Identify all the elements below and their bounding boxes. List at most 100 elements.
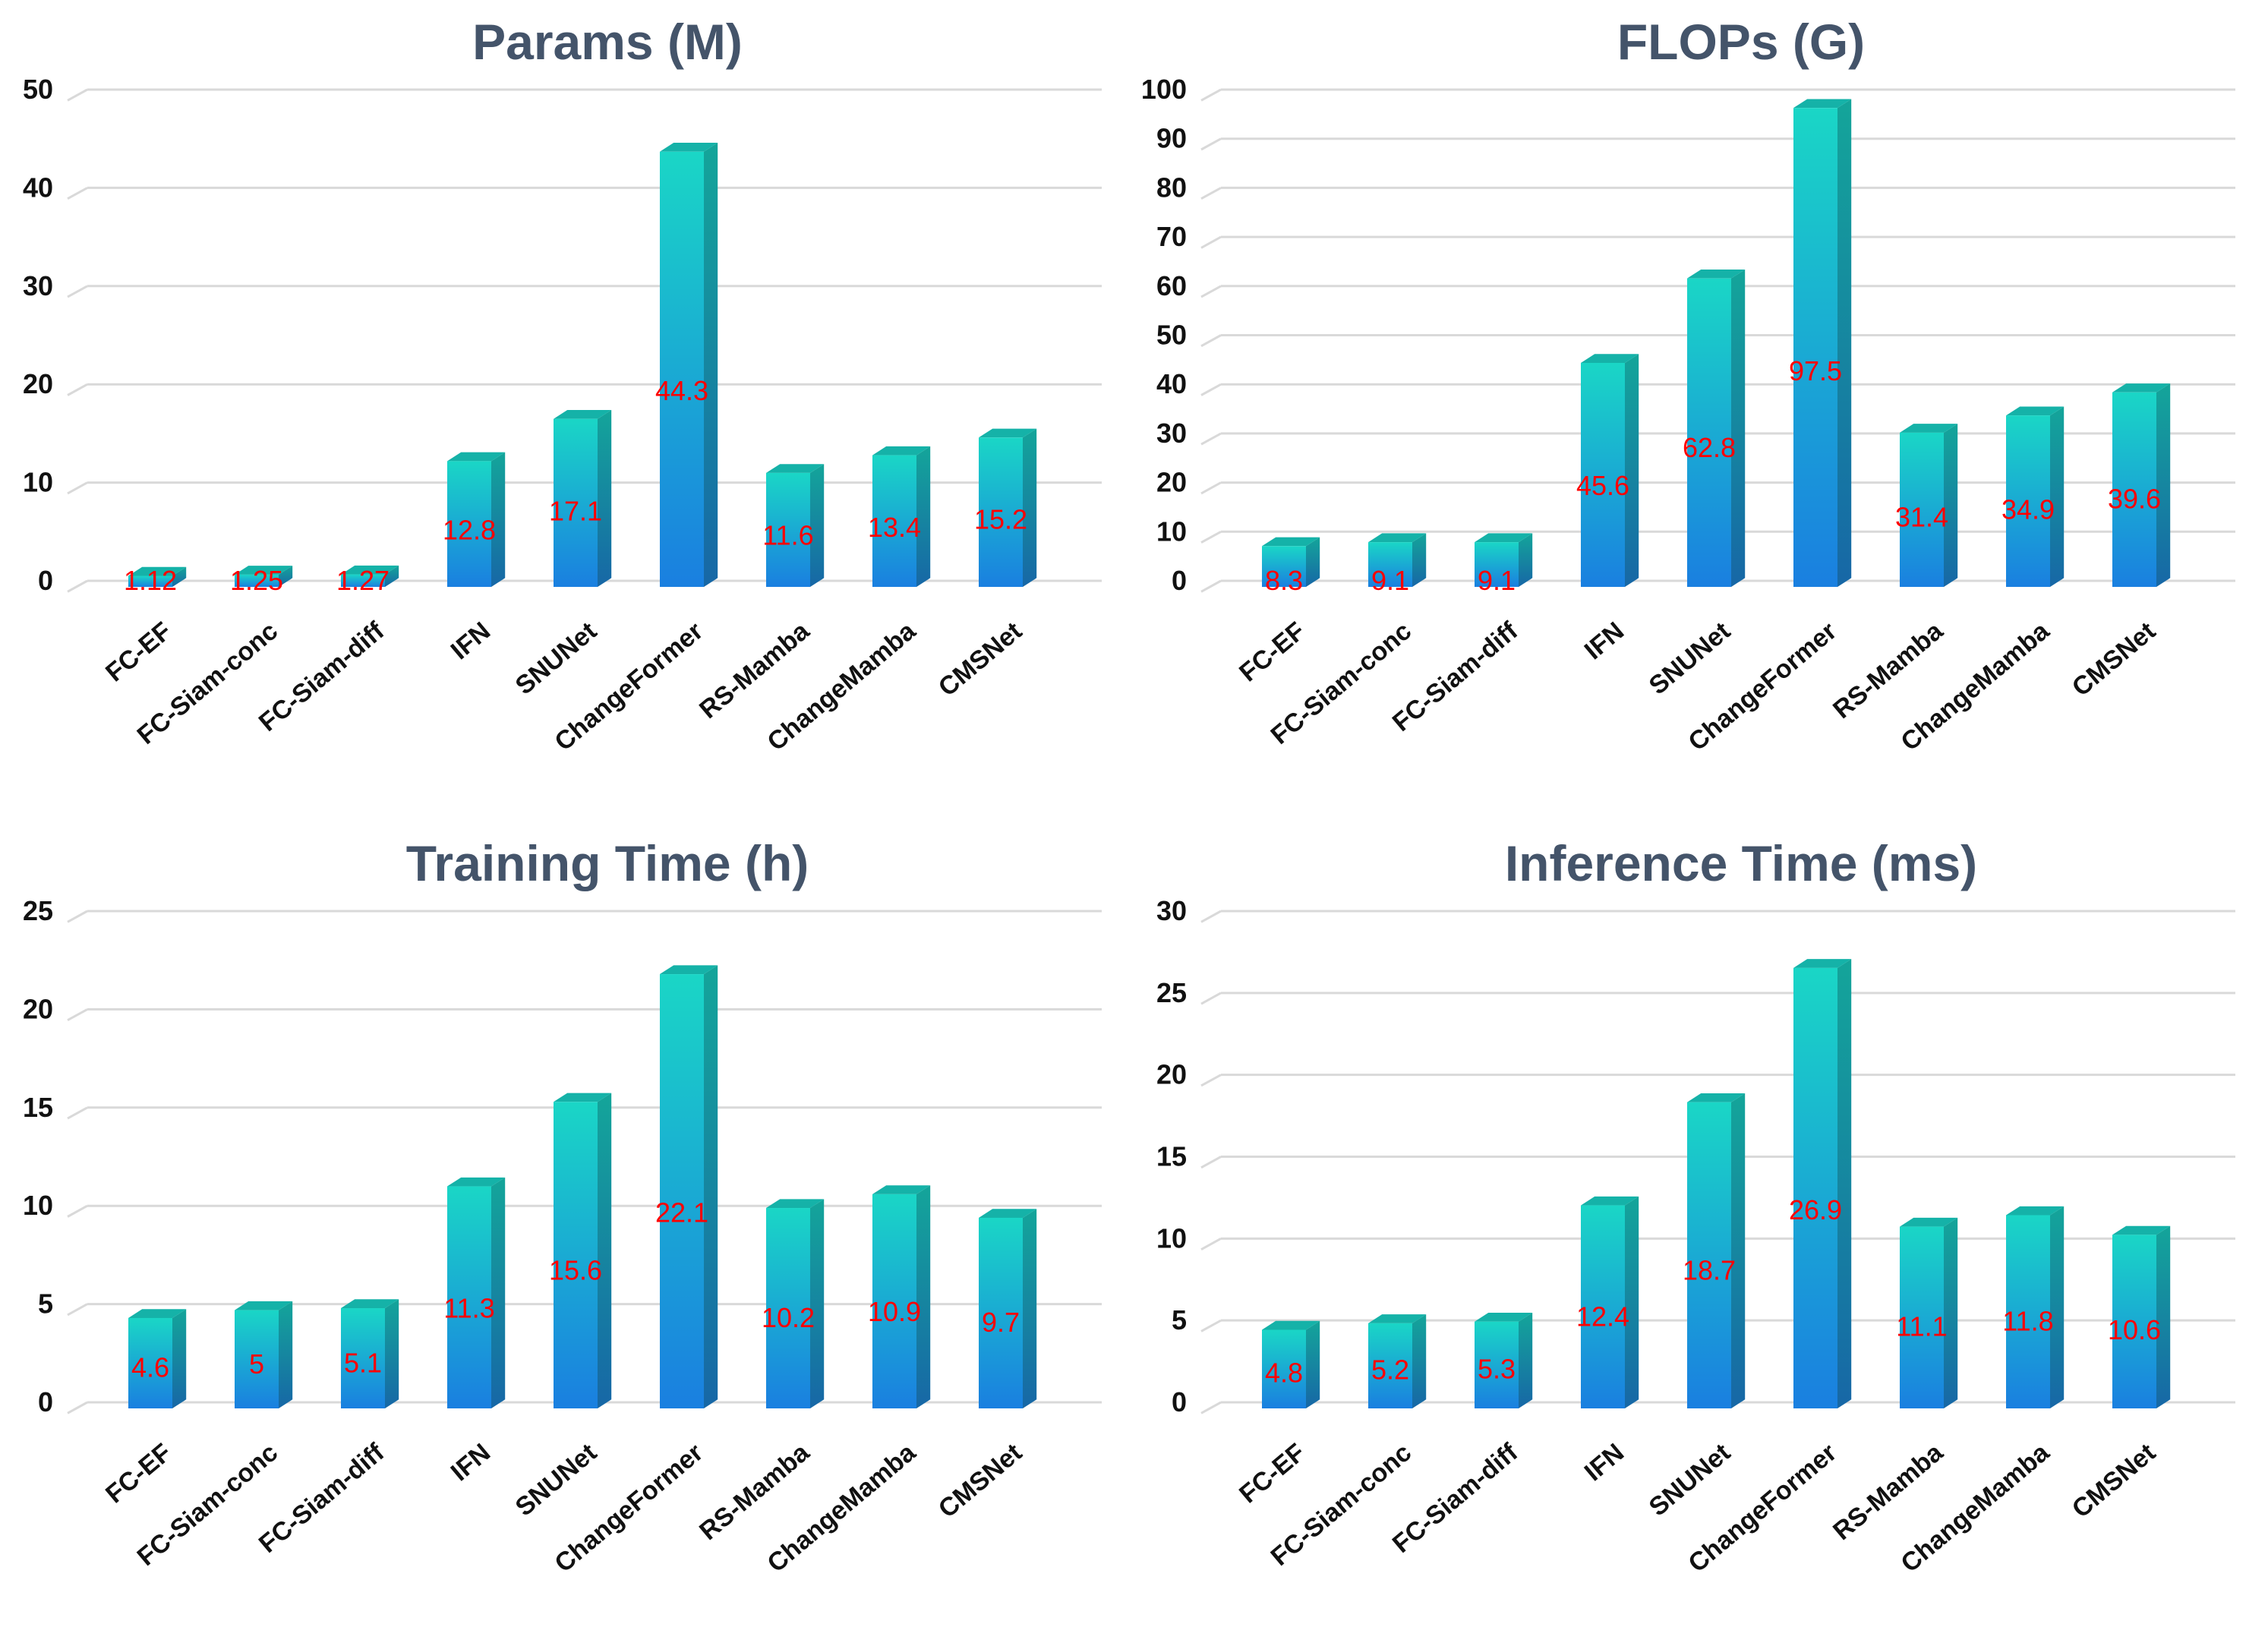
gridline-depth [67,88,88,102]
bar-top [1581,1196,1639,1206]
bar-front [235,1310,279,1408]
bar-front [2006,415,2050,587]
gridline-depth [67,481,88,495]
y-tick-label: 80 [1156,172,1187,203]
bar-fc-siam-conc [235,566,293,587]
gridline-depth [1200,1238,1222,1250]
bar-side [1944,424,1958,587]
bar-top [872,1185,931,1194]
bar-front [1581,362,1625,587]
y-tick-label: 10 [23,1190,53,1221]
chart-title: Inference Time (ms) [1505,835,1977,891]
bar-top [1368,1314,1427,1323]
x-tick-label: IFN [1579,617,1629,665]
bar-cmsnet [2112,1225,2171,1408]
gridline-depth [67,1106,88,1120]
y-tick-label: 20 [1156,467,1187,498]
bar-top [1687,1093,1746,1102]
bar-front [979,437,1023,587]
bar-top [979,1209,1037,1218]
data-label: 11.8 [2002,1305,2053,1336]
y-tick-label: 0 [1172,565,1187,596]
bar-top [235,1301,293,1310]
bar-side [598,410,612,587]
bar-changeformer [660,143,718,588]
data-label: 1.12 [124,565,177,596]
bar-side [810,1199,825,1408]
gridline-depth [1200,481,1222,495]
bar-side [2050,1206,2065,1408]
bar-rs-mamba [766,1199,825,1408]
bar-top [554,410,612,419]
bar-front [1687,1102,1731,1408]
gridline-depth [1200,1319,1222,1332]
bar-top [235,566,293,575]
bar-front [872,1194,916,1408]
bar-front [447,461,491,587]
bar-side [1731,269,1746,587]
bar-fc-siam-diff [341,565,399,587]
y-tick-label: 50 [23,74,53,105]
bar-front [979,1217,1023,1408]
bar-top [1687,269,1746,279]
bar-top [1581,354,1639,363]
y-tick-label: 10 [1156,1222,1187,1254]
x-tick-label: CMSNet [933,1438,1027,1524]
bar-front [1581,1205,1625,1408]
bar-changemamba [872,1185,931,1408]
bar-fc-siam-conc [235,1301,293,1408]
bar-side [172,1309,187,1408]
bar-top [128,566,187,576]
bar-changemamba [2006,406,2065,587]
chart-svg: Inference Time (ms) 0 5 10 15 20 25 30 4.8 FC-EF 5… [1156,835,2235,1578]
bar-top [1262,1320,1320,1330]
x-tick-label: IFN [446,1438,496,1487]
bar-ifn [1581,354,1639,587]
data-label: 17.1 [549,495,602,526]
gridline-depth [1200,910,1222,923]
data-label: 62.8 [1683,432,1736,463]
data-label: 11.6 [762,519,813,550]
bar-front [1900,432,1944,587]
bar-top [1793,99,1852,109]
chart-svg: FLOPs (G) 0 10 20 30 40 50 60 70 80 90 100 8.3 FC-EF 9… [1141,14,2235,757]
y-tick-label: 50 [1156,320,1187,351]
data-label: 9.7 [982,1307,1020,1338]
data-label: 11.3 [443,1292,494,1323]
bar-top [554,1093,612,1102]
bar-cmsnet [979,1209,1037,1408]
flops-chart-panel: FLOPs (G) 0 10 20 30 40 50 60 70 80 90 100 8.3 FC-EF 9… [1134,0,2267,822]
y-tick-label: 20 [1156,1059,1187,1090]
y-tick-label: 0 [1172,1386,1187,1418]
bar-side [810,464,825,587]
bar-cmsnet [2112,383,2171,587]
y-tick-label: 70 [1156,221,1187,252]
bar-changeformer [1793,99,1852,588]
bar-front [128,1317,172,1408]
bar-fc-siam-conc [1368,1314,1427,1408]
bar-side [1837,99,1852,588]
bar-ifn [447,452,506,587]
bar-snunet [554,410,612,587]
data-label: 13.4 [868,512,921,543]
bar-front [1368,542,1412,587]
x-tick-label: IFN [446,617,496,665]
data-label: 9.1 [1478,565,1516,596]
y-tick-label: 40 [23,172,53,203]
gridline-depth [1200,383,1222,396]
data-label: 12.4 [1576,1301,1629,1332]
bar-side [1837,959,1852,1408]
bar-front [1368,1323,1412,1408]
gridline-depth [67,1401,88,1414]
bar-side [598,1093,612,1408]
x-tick-label: CMSNet [933,617,1027,702]
data-label: 15.2 [974,503,1027,535]
y-tick-label: 60 [1156,270,1187,301]
data-label: 10.6 [2108,1314,2161,1345]
gridline-depth [1200,285,1222,298]
data-label: 34.9 [2001,494,2055,525]
bar-front [1900,1226,1944,1408]
bar-side [1944,1217,1958,1408]
bar-top [341,565,399,575]
bar-changeformer [660,965,718,1408]
